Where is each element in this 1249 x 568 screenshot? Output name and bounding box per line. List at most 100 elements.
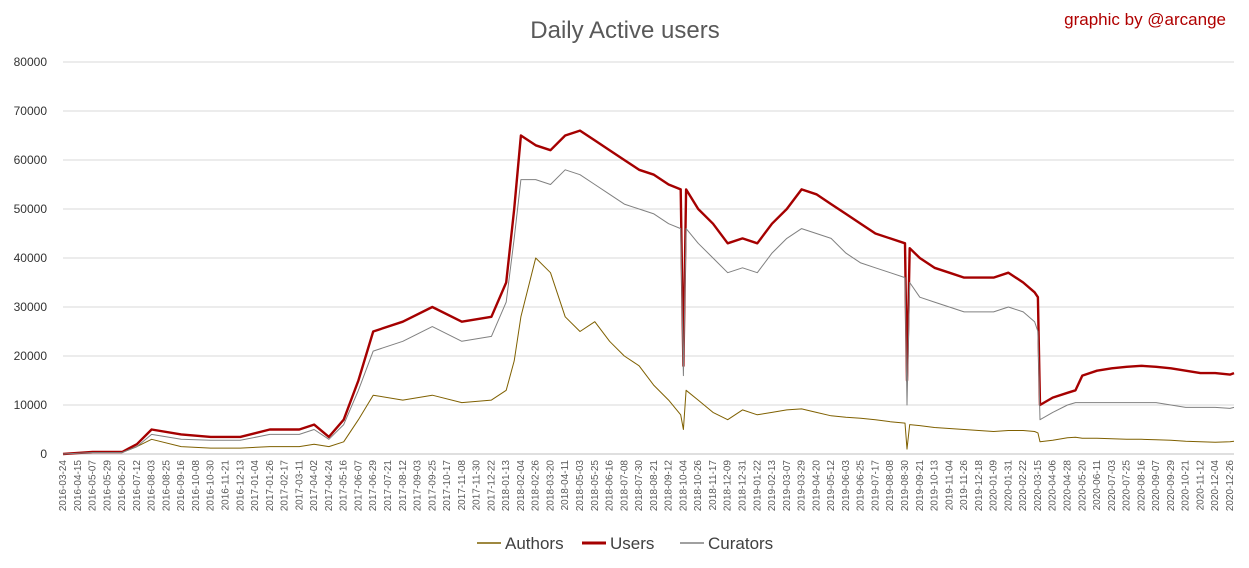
x-tick-label: 2016-03-24 <box>58 460 69 512</box>
x-tick-label: 2016-12-13 <box>235 460 246 512</box>
x-tick-label: 2018-06-16 <box>605 460 616 512</box>
x-tick-label: 2020-01-31 <box>1003 460 1014 512</box>
x-tick-label: 2016-05-29 <box>102 460 113 512</box>
y-tick-label: 40000 <box>14 251 48 265</box>
x-tick-label: 2017-09-03 <box>413 460 424 512</box>
x-tick-label: 2020-01-09 <box>989 460 1000 512</box>
y-tick-label: 50000 <box>14 202 48 216</box>
x-tick-label: 2020-10-21 <box>1181 460 1192 512</box>
x-tick-label: 2018-04-11 <box>560 460 571 511</box>
x-tick-label: 2017-06-29 <box>368 460 379 512</box>
y-tick-label: 0 <box>40 447 47 461</box>
legend-label: Users <box>610 534 654 553</box>
x-tick-label: 2020-04-28 <box>1062 460 1073 512</box>
x-tick-label: 2019-08-08 <box>885 460 896 512</box>
y-tick-label: 80000 <box>14 55 48 69</box>
x-tick-label: 2018-10-04 <box>678 460 689 512</box>
x-tick-label: 2019-05-12 <box>826 460 837 512</box>
x-tick-label: 2020-09-29 <box>1166 460 1177 512</box>
x-tick-label: 2017-01-04 <box>250 460 261 512</box>
x-tick-label: 2017-04-24 <box>324 460 335 512</box>
gridlines <box>63 61 1234 455</box>
x-tick-label: 2016-08-25 <box>161 460 172 512</box>
x-tick-label: 2020-12-04 <box>1210 460 1221 512</box>
x-tick-label: 2019-10-13 <box>930 460 941 512</box>
legend-item-users: Users <box>582 534 654 553</box>
x-axis-ticks: 2016-03-24 2016-04-15 2016-05-07 2016-05-29… <box>58 460 1236 512</box>
x-tick-label: 2020-03-15 <box>1033 460 1044 512</box>
y-tick-label: 10000 <box>14 398 48 412</box>
x-tick-label: 2018-11-17 <box>708 460 719 511</box>
x-tick-label: 2020-12-26 <box>1225 460 1236 512</box>
x-tick-label: 2018-05-03 <box>575 460 586 512</box>
x-tick-label: 2016-08-03 <box>147 460 158 512</box>
x-tick-label: 2020-02-22 <box>1018 460 1029 512</box>
x-tick-label: 2017-05-16 <box>339 460 350 512</box>
x-tick-label: 2018-01-13 <box>501 460 512 512</box>
x-tick-label: 2020-06-11 <box>1092 460 1103 511</box>
x-tick-label: 2018-02-04 <box>516 460 527 512</box>
x-tick-label: 2017-10-17 <box>442 460 453 512</box>
x-tick-label: 2016-09-16 <box>176 460 187 512</box>
series-line-authors <box>62 257 1235 455</box>
legend-item-authors: Authors <box>477 534 564 553</box>
x-tick-label: 2018-03-20 <box>545 460 556 512</box>
x-tick-label: 2019-11-04 <box>944 460 955 511</box>
x-tick-label: 2019-06-25 <box>856 460 867 512</box>
series-line-users <box>62 129 1235 456</box>
y-tick-label: 20000 <box>14 349 48 363</box>
x-tick-label: 2016-07-12 <box>132 460 143 512</box>
legend-item-curators: Curators <box>680 534 773 553</box>
x-tick-label: 2019-02-13 <box>767 460 778 512</box>
x-tick-label: 2020-07-25 <box>1122 460 1133 512</box>
x-tick-label: 2019-12-18 <box>974 460 985 512</box>
chart-credit: graphic by @arcange <box>1064 10 1226 29</box>
x-tick-label: 2017-11-30 <box>472 460 483 511</box>
x-tick-label: 2017-09-25 <box>427 460 438 512</box>
x-tick-label: 2016-11-21 <box>220 460 231 511</box>
y-tick-label: 60000 <box>14 153 48 167</box>
legend: Authors Users Curators <box>477 534 773 553</box>
x-tick-label: 2017-01-26 <box>265 460 276 512</box>
y-axis-ticks: 0 10000 20000 30000 40000 50000 60000 70000 8000… <box>14 55 48 461</box>
x-tick-label: 2019-06-03 <box>841 460 852 512</box>
x-tick-label: 2016-10-30 <box>206 460 217 512</box>
x-tick-label: 2016-10-08 <box>191 460 202 512</box>
x-tick-label: 2017-12-22 <box>486 460 497 512</box>
x-tick-label: 2018-05-25 <box>590 460 601 512</box>
x-tick-label: 2017-04-02 <box>309 460 320 512</box>
x-tick-label: 2017-06-07 <box>353 460 364 512</box>
x-tick-label: 2019-09-21 <box>915 460 926 512</box>
x-tick-label: 2020-11-12 <box>1195 460 1206 511</box>
x-tick-label: 2019-03-29 <box>797 460 808 512</box>
x-tick-label: 2019-08-30 <box>900 460 911 512</box>
x-tick-label: 2017-11-08 <box>457 460 468 511</box>
x-tick-label: 2020-04-06 <box>1048 460 1059 512</box>
x-tick-label: 2020-08-16 <box>1136 460 1147 512</box>
series-lines <box>62 129 1235 456</box>
y-tick-label: 30000 <box>14 300 48 314</box>
x-tick-label: 2017-07-21 <box>383 460 394 512</box>
x-tick-label: 2018-12-09 <box>723 460 734 512</box>
x-tick-label: 2018-07-30 <box>634 460 645 512</box>
x-tick-label: 2017-03-11 <box>294 460 305 511</box>
x-tick-label: 2016-06-20 <box>117 460 128 512</box>
x-tick-label: 2018-08-21 <box>649 460 660 512</box>
x-tick-label: 2019-01-22 <box>752 460 763 512</box>
x-tick-label: 2018-10-26 <box>693 460 704 512</box>
x-tick-label: 2018-02-26 <box>531 460 542 512</box>
x-tick-label: 2016-05-07 <box>88 460 99 512</box>
x-tick-label: 2019-11-26 <box>959 460 970 511</box>
x-tick-label: 2020-05-20 <box>1077 460 1088 512</box>
legend-label: Curators <box>708 534 773 553</box>
x-tick-label: 2017-08-12 <box>398 460 409 512</box>
x-tick-label: 2018-07-08 <box>619 460 630 512</box>
x-tick-label: 2020-09-07 <box>1151 460 1162 512</box>
y-tick-label: 70000 <box>14 104 48 118</box>
x-tick-label: 2019-04-20 <box>811 460 822 512</box>
x-tick-label: 2019-03-07 <box>782 460 793 512</box>
x-tick-label: 2018-09-12 <box>664 460 675 512</box>
x-tick-label: 2020-07-03 <box>1107 460 1118 512</box>
